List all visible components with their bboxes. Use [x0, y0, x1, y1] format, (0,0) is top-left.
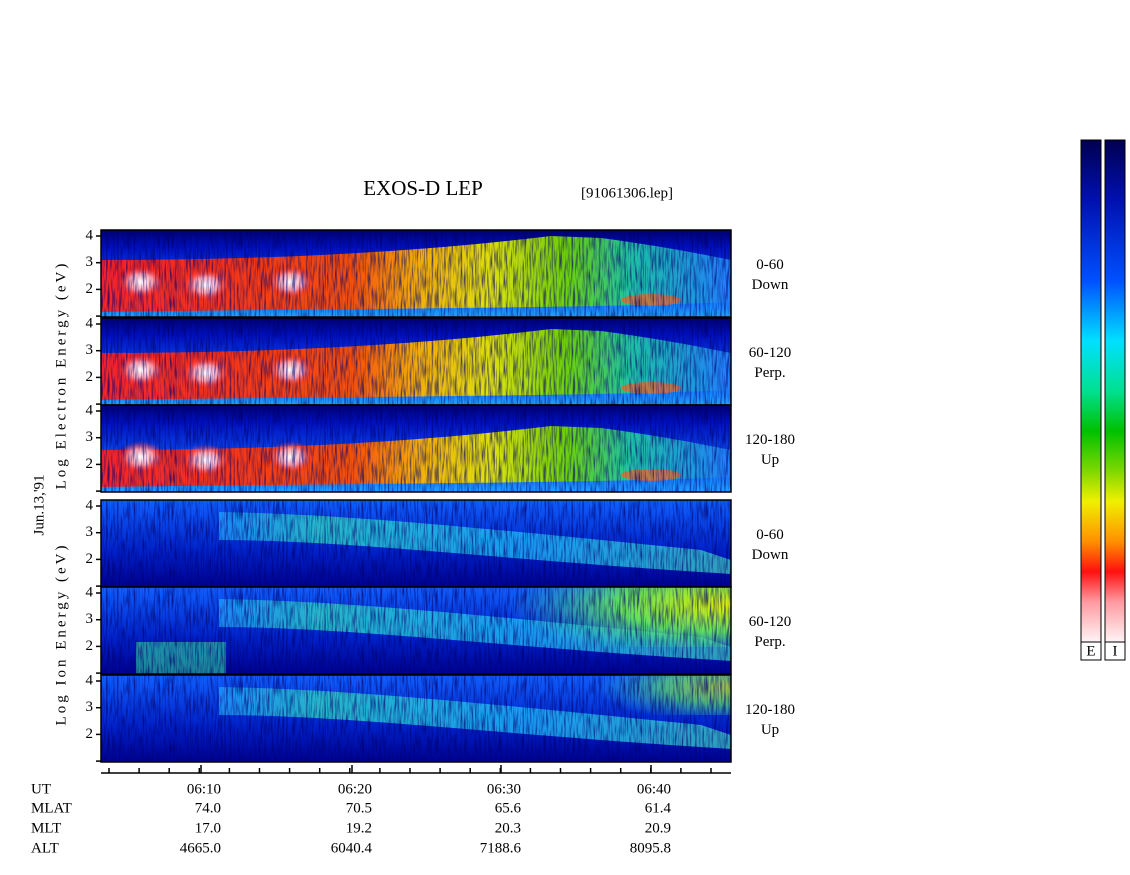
noise: [101, 405, 731, 492]
panel-frame: [100, 404, 732, 493]
electron-axis-label: Log Electron Energy (eV): [53, 261, 69, 490]
ephemeris-value: 65.6: [495, 800, 522, 816]
spectrogram-image: [101, 587, 731, 674]
ion-axis-label: Log Ion Energy (eV): [53, 543, 69, 726]
pitch-range: 60-120: [749, 614, 792, 630]
ephemeris-value: 4665.0: [180, 840, 221, 856]
spectrogram-image: [101, 675, 731, 762]
pitch-range: 0-60: [756, 257, 784, 273]
pitch-direction: Down: [752, 547, 789, 563]
title: EXOS-D LEP: [363, 176, 483, 200]
ephemeris-value: 17.0: [195, 820, 221, 836]
spectrogram-image: [101, 318, 731, 405]
spectrogram-panel: [100, 229, 732, 318]
y-tick-label: 3: [86, 342, 94, 358]
date-label: Jun.13,'91: [31, 474, 47, 535]
noise: [101, 230, 731, 317]
color-bar-label-box: [1080, 641, 1102, 661]
y-tick-label: 2: [86, 551, 94, 567]
pitch-direction: Perp.: [754, 634, 785, 650]
y-tick-label: 2: [86, 369, 94, 385]
spectrogram-panel: [100, 499, 732, 588]
spectrogram-image: [101, 500, 731, 587]
y-tick-label: 3: [86, 429, 94, 445]
panel-frame: [100, 674, 732, 763]
ephemeris-label: UT: [31, 781, 51, 797]
noise: [101, 318, 731, 405]
ephemeris-label: ALT: [31, 840, 59, 856]
noise: [101, 587, 731, 674]
ephemeris-value: 8095.8: [630, 840, 671, 856]
pitch-range: 0-60: [756, 527, 784, 543]
spectrogram-panel: [100, 404, 732, 493]
y-tick-label: 4: [86, 315, 94, 331]
y-tick-label: 2: [86, 638, 94, 654]
color-bar-label: I: [1113, 643, 1118, 659]
y-tick-label: 4: [86, 497, 94, 513]
pitch-direction: Up: [761, 452, 779, 468]
y-tick-label: 2: [86, 456, 94, 472]
ephemeris-value: 20.3: [495, 820, 521, 836]
pitch-range: 120-180: [745, 702, 795, 718]
noise: [101, 500, 731, 587]
spectrogram-panel: [100, 674, 732, 763]
y-tick-label: 4: [86, 227, 94, 243]
pitch-direction: Down: [752, 277, 789, 293]
ephemeris-label: MLAT: [31, 800, 72, 816]
y-tick-label: 2: [86, 281, 94, 297]
y-tick-label: 4: [86, 402, 94, 418]
pitch-range: 120-180: [745, 432, 795, 448]
y-tick-label: 3: [86, 254, 94, 270]
y-tick-label: 3: [86, 524, 94, 540]
ephemeris-value: 6040.4: [331, 840, 373, 856]
color-bar: [1080, 139, 1102, 643]
ephemeris-value: 70.5: [346, 800, 372, 816]
pitch-direction: Perp.: [754, 365, 785, 381]
ephemeris-value: 20.9: [645, 820, 671, 836]
color-bar-label: E: [1086, 643, 1095, 659]
pitch-range: 60-120: [749, 345, 792, 361]
spectrogram-image: [101, 230, 731, 317]
panel-frame: [100, 586, 732, 675]
ephemeris-value: 74.0: [195, 800, 221, 816]
noise: [101, 675, 731, 762]
spectrogram-panel: [100, 317, 732, 406]
ephemeris-value: 06:40: [637, 781, 671, 797]
ephemeris-value: 06:10: [187, 781, 221, 797]
ephemeris-value: 61.4: [645, 800, 672, 816]
y-tick-label: 4: [86, 584, 94, 600]
color-bar: [1104, 139, 1126, 643]
spectrogram-panel: [100, 586, 732, 675]
panel-frame: [100, 229, 732, 318]
ephemeris-value: 06:20: [338, 781, 372, 797]
spectrogram-image: [101, 405, 731, 492]
color-bar-label-box: [1104, 641, 1126, 661]
y-tick-label: 3: [86, 699, 94, 715]
y-tick-label: 4: [86, 672, 94, 688]
ephemeris-value: 19.2: [346, 820, 372, 836]
y-tick-label: 2: [86, 726, 94, 742]
y-tick-label: 3: [86, 611, 94, 627]
ephemeris-value: 7188.6: [480, 840, 522, 856]
ephemeris-value: 06:30: [487, 781, 521, 797]
file-name: [91061306.lep]: [581, 185, 673, 201]
ephemeris-label: MLT: [31, 820, 61, 836]
pitch-direction: Up: [761, 722, 779, 738]
